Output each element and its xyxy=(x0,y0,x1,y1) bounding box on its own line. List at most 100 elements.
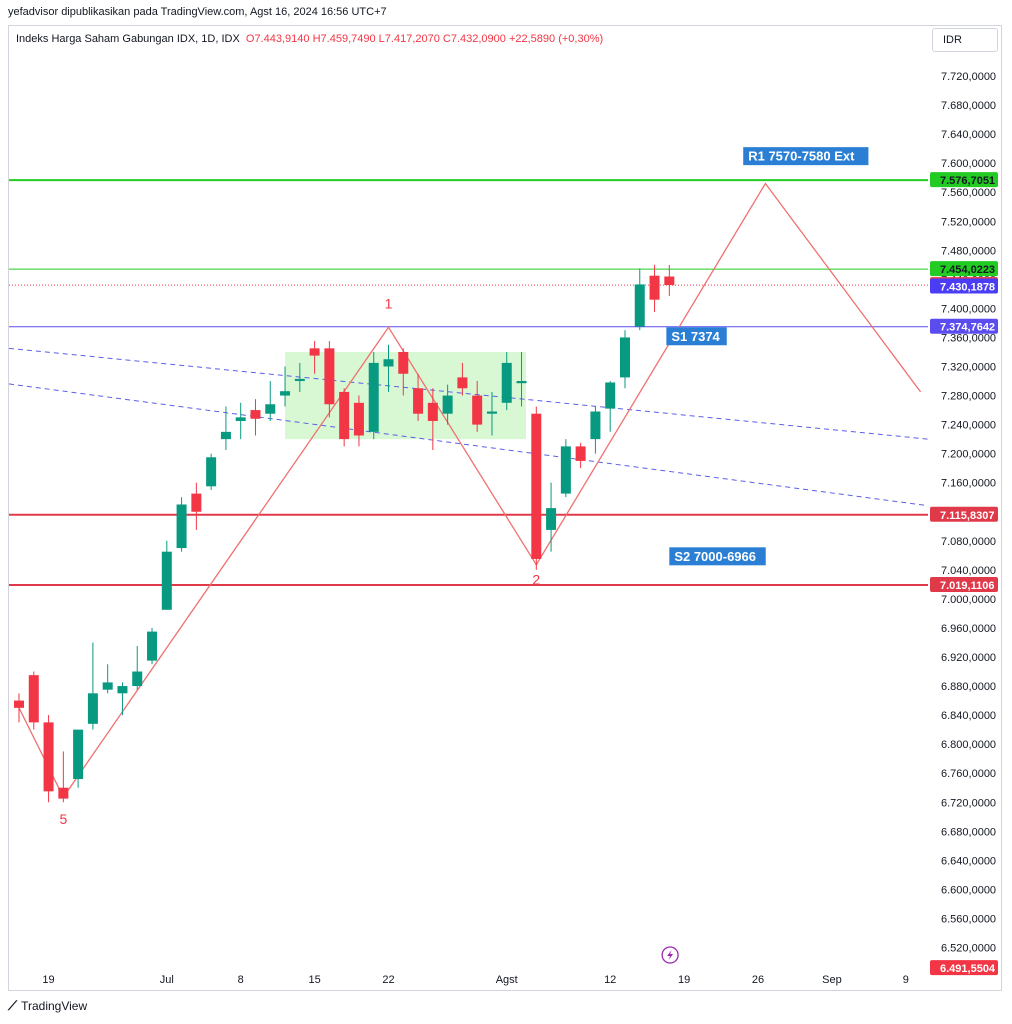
annotation-box-1 xyxy=(666,327,727,346)
price-tag-0 xyxy=(930,172,998,188)
y-tick-label: 7.320,0000 xyxy=(941,362,996,374)
annotation-text-0: R1 7570-7580 Ext xyxy=(748,149,855,164)
candle-body-17 xyxy=(265,404,276,414)
candle-body-37 xyxy=(560,446,571,494)
annotation-1: S1 7374 xyxy=(666,327,727,346)
candle-body-33 xyxy=(501,362,512,403)
candle-body-0 xyxy=(14,700,24,708)
candle-body-31 xyxy=(472,395,483,425)
currency-button[interactable]: IDR xyxy=(932,28,998,52)
annotation-box-0 xyxy=(743,147,869,166)
candle-body-2 xyxy=(43,722,54,792)
candle-body-44 xyxy=(664,276,675,286)
tradingview-footer: ⟋ TradingView xyxy=(8,998,87,1014)
y-tick-label: 7.200,0000 xyxy=(941,449,996,461)
candle-body-21 xyxy=(324,348,335,405)
price-tag-4 xyxy=(930,318,998,334)
x-tick-label: Sep xyxy=(822,974,842,986)
y-tick-label: 7.720,0000 xyxy=(941,71,996,83)
y-tick-label: 7.600,0000 xyxy=(941,158,996,170)
price-tag-7 xyxy=(930,960,998,976)
wave-zigzag xyxy=(18,182,922,799)
annotation-2: S2 7000-6966 xyxy=(669,547,766,566)
y-tick-label: 6.640,0000 xyxy=(941,855,996,867)
y-tick-label: 7.640,0000 xyxy=(941,129,996,141)
candle-body-19 xyxy=(294,378,305,382)
candle-body-36 xyxy=(546,508,557,530)
candle-body-13 xyxy=(206,457,217,487)
x-tick-label: 26 xyxy=(752,974,764,986)
price-tag-label-0: 7.576,7051 xyxy=(940,175,995,187)
y-tick-label: 6.520,0000 xyxy=(941,943,996,955)
x-tick-label: 22 xyxy=(382,974,394,986)
y-tick-label: 6.880,0000 xyxy=(941,681,996,693)
y-tick-label: 6.600,0000 xyxy=(941,884,996,896)
price-tag-label-4: 7.374,7642 xyxy=(940,322,995,334)
y-tick-label: 7.680,0000 xyxy=(941,100,996,112)
y-tick-label: 7.520,0000 xyxy=(941,216,996,228)
y-tick-label: 6.920,0000 xyxy=(941,652,996,664)
y-tick-label: 7.080,0000 xyxy=(941,536,996,548)
candle-body-14 xyxy=(220,431,231,440)
close-value: C7.432,0900 xyxy=(442,33,506,45)
high-value: H7.459,7490 xyxy=(312,33,376,45)
annotation-text-1: S1 7374 xyxy=(671,329,720,344)
x-tick-label: 12 xyxy=(604,974,616,986)
y-tick-label: 6.560,0000 xyxy=(941,913,996,925)
wave-label-5: 5 xyxy=(59,811,67,827)
candle-body-22 xyxy=(339,391,350,440)
candle-body-26 xyxy=(398,351,409,374)
candle-body-23 xyxy=(353,402,364,436)
candle-body-7 xyxy=(117,686,128,694)
candle-body-11 xyxy=(176,504,187,549)
candle-body-42 xyxy=(634,284,645,327)
ohlc-legend: Indeks Harga Saham Gabungan IDX, 1D, IDX… xyxy=(16,33,603,45)
y-tick-label: 7.480,0000 xyxy=(941,245,996,257)
candle-body-16 xyxy=(250,410,261,419)
y-tick-label: 7.000,0000 xyxy=(941,594,996,606)
low-value: L7.417,2070 xyxy=(378,33,440,45)
price-tag-label-1: 7.454,0223 xyxy=(940,264,995,276)
candle-body-25 xyxy=(383,359,394,367)
y-tick-label: 7.160,0000 xyxy=(941,478,996,490)
y-tick-label: 7.400,0000 xyxy=(941,303,996,315)
y-tick-label: 7.360,0000 xyxy=(941,332,996,344)
candle-body-15 xyxy=(235,417,246,421)
candle-body-12 xyxy=(191,493,202,512)
candle-body-3 xyxy=(58,787,69,799)
candle-body-38 xyxy=(575,446,586,461)
price-tag-label-7: 6.491,5504 xyxy=(940,963,996,975)
y-tick-label: 6.800,0000 xyxy=(941,739,996,751)
candle-body-39 xyxy=(590,411,601,440)
candle-body-30 xyxy=(457,377,468,389)
tradingview-brand: TradingView xyxy=(21,999,88,1013)
y-tick-label: 6.720,0000 xyxy=(941,797,996,809)
candle-body-18 xyxy=(280,391,291,396)
candle-body-20 xyxy=(309,348,320,356)
x-tick-label: 19 xyxy=(678,974,690,986)
annotation-0: R1 7570-7580 Ext xyxy=(743,147,869,166)
price-tag-label-6: 7.019,1106 xyxy=(940,580,994,592)
price-tag-5 xyxy=(930,506,998,522)
trend-line-1 xyxy=(9,383,928,507)
price-tag-label-3: 7.430,1878 xyxy=(940,281,995,293)
tradingview-logo-icon: ⟋ xyxy=(8,998,17,1013)
candle-body-41 xyxy=(619,337,630,378)
candle-body-34 xyxy=(516,381,527,384)
candle-body-40 xyxy=(605,382,616,409)
x-tick-label: Agst xyxy=(496,974,518,986)
candle-body-28 xyxy=(427,402,438,421)
x-tick-label: 15 xyxy=(308,974,320,986)
candle-body-9 xyxy=(147,631,158,661)
y-tick-label: 6.680,0000 xyxy=(941,826,996,838)
candle-body-8 xyxy=(132,671,143,687)
price-tag-6 xyxy=(930,577,998,593)
candle-body-10 xyxy=(161,551,172,610)
open-value: O7.443,9140 xyxy=(245,33,310,45)
price-tag-1 xyxy=(930,261,998,277)
price-tag-3 xyxy=(930,278,998,294)
candle-body-32 xyxy=(486,411,497,414)
lightning-glyph-icon xyxy=(667,950,674,960)
x-tick-label: Jul xyxy=(160,974,174,986)
